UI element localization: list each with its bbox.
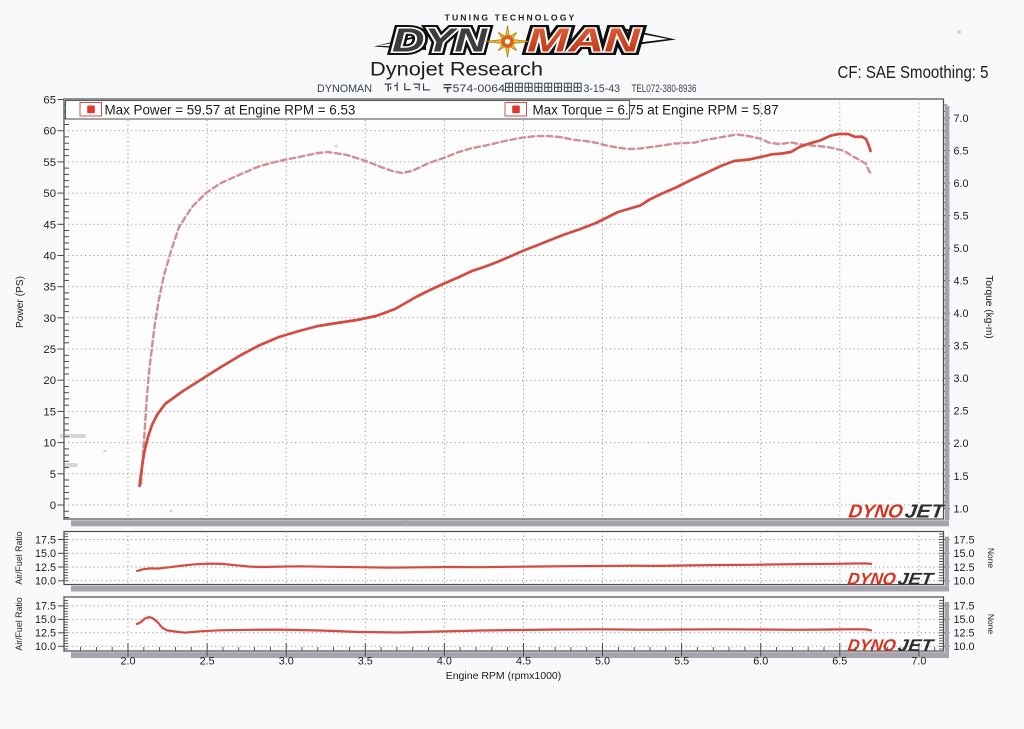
- svg-text:1.0: 1.0: [954, 503, 969, 515]
- svg-text:25: 25: [43, 344, 56, 356]
- svg-text:Max Power = 59.57 at Engine RP: Max Power = 59.57 at Engine RPM = 6.53: [105, 102, 356, 117]
- svg-text:Power (PS): Power (PS): [15, 276, 26, 328]
- svg-text:5.5: 5.5: [954, 210, 969, 222]
- svg-text:Engine RPM (rpmx1000): Engine RPM (rpmx1000): [446, 670, 562, 682]
- svg-text:Air/Fuel Ratio: Air/Fuel Ratio: [14, 531, 24, 584]
- svg-text:DYNO: DYNO: [846, 636, 897, 655]
- svg-text:MAN: MAN: [527, 22, 642, 59]
- svg-text:2.5: 2.5: [200, 656, 215, 668]
- svg-text:Dynojet Research: Dynojet Research: [370, 60, 543, 81]
- svg-text:3.5: 3.5: [358, 656, 373, 668]
- svg-text:4.5: 4.5: [954, 276, 969, 288]
- svg-text:4.0: 4.0: [954, 308, 969, 320]
- svg-text:5.0: 5.0: [595, 656, 610, 668]
- svg-text:5.5: 5.5: [674, 656, 689, 668]
- svg-text:None: None: [986, 614, 996, 635]
- svg-text:0: 0: [50, 500, 56, 512]
- svg-text:15.0: 15.0: [35, 614, 56, 626]
- svg-text:15: 15: [43, 406, 56, 418]
- svg-text:50: 50: [43, 188, 56, 200]
- svg-text:15.0: 15.0: [954, 548, 975, 560]
- svg-text:JET: JET: [897, 570, 936, 589]
- svg-text:10.0: 10.0: [35, 576, 56, 588]
- svg-text:3-15-43: 3-15-43: [584, 83, 621, 95]
- svg-text:12.5: 12.5: [35, 562, 56, 574]
- svg-text:3.5: 3.5: [954, 341, 969, 353]
- svg-text:10.0: 10.0: [954, 641, 975, 653]
- svg-text:5.0: 5.0: [954, 243, 969, 255]
- svg-text:DYNOMAN: DYNOMAN: [317, 83, 372, 95]
- svg-text:CF: SAE Smoothing: 5: CF: SAE Smoothing: 5: [838, 62, 989, 82]
- svg-text:2.0: 2.0: [954, 438, 969, 450]
- svg-text:15.0: 15.0: [35, 548, 56, 560]
- svg-text:3.0: 3.0: [279, 656, 294, 668]
- svg-text:2.5: 2.5: [954, 406, 969, 418]
- svg-text:DYN: DYN: [392, 22, 489, 59]
- svg-text:17.5: 17.5: [954, 601, 975, 613]
- svg-text:20: 20: [43, 375, 56, 387]
- svg-text:12.5: 12.5: [954, 628, 975, 640]
- svg-text:35: 35: [43, 282, 56, 294]
- svg-text:10: 10: [43, 438, 56, 450]
- svg-text:DYNO: DYNO: [847, 502, 904, 523]
- svg-text:45: 45: [43, 219, 56, 231]
- svg-text:TEL072-380-8936: TEL072-380-8936: [632, 83, 697, 95]
- svg-text:7.0: 7.0: [911, 656, 926, 668]
- svg-text:10.0: 10.0: [954, 576, 975, 588]
- svg-text:65: 65: [43, 95, 56, 107]
- svg-text:1.5: 1.5: [954, 471, 969, 483]
- svg-text:55: 55: [43, 157, 56, 169]
- svg-text:Torque (kg-m): Torque (kg-m): [983, 275, 994, 338]
- svg-text:5: 5: [50, 469, 56, 481]
- svg-text:6.5: 6.5: [954, 145, 969, 157]
- svg-text:TUNING TECHNOLOGY: TUNING TECHNOLOGY: [445, 13, 577, 23]
- svg-text:DYN: DYN: [392, 22, 489, 59]
- svg-text:6.0: 6.0: [753, 656, 768, 668]
- svg-text:Max Torque = 6.75 at Engine RP: Max Torque = 6.75 at Engine RPM = 5.87: [533, 102, 779, 117]
- svg-text:JET: JET: [903, 502, 946, 523]
- svg-text:DYN: DYN: [392, 22, 489, 59]
- svg-text:60: 60: [43, 126, 56, 138]
- svg-text:None: None: [986, 548, 996, 569]
- svg-text:6.5: 6.5: [832, 656, 847, 668]
- svg-text:17.5: 17.5: [954, 534, 975, 546]
- svg-text:574-0064: 574-0064: [453, 83, 506, 95]
- svg-text:4.0: 4.0: [437, 656, 452, 668]
- svg-text:MAN: MAN: [527, 22, 642, 59]
- svg-text:3.0: 3.0: [954, 373, 969, 385]
- svg-text:Air/Fuel Ratio: Air/Fuel Ratio: [14, 597, 24, 650]
- svg-text:12.5: 12.5: [35, 628, 56, 640]
- svg-text:17.5: 17.5: [35, 601, 56, 613]
- svg-text:17.5: 17.5: [35, 534, 56, 546]
- svg-text:40: 40: [43, 251, 56, 263]
- svg-text:2.0: 2.0: [120, 656, 135, 668]
- svg-text:15.0: 15.0: [954, 614, 975, 626]
- svg-text:6.0: 6.0: [954, 178, 969, 190]
- svg-text:DYNO: DYNO: [846, 570, 897, 589]
- svg-text:4.5: 4.5: [516, 656, 531, 668]
- svg-text:MAN: MAN: [527, 22, 642, 59]
- svg-text:12.5: 12.5: [954, 562, 975, 574]
- svg-text:JET: JET: [897, 636, 936, 655]
- svg-text:7.0: 7.0: [954, 113, 969, 125]
- svg-text:10.0: 10.0: [35, 641, 56, 653]
- svg-text:30: 30: [43, 313, 56, 325]
